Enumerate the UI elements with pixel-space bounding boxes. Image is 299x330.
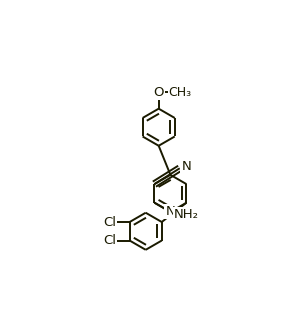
Text: Cl: Cl bbox=[103, 215, 116, 228]
Text: CH₃: CH₃ bbox=[169, 86, 192, 99]
Text: N: N bbox=[181, 160, 191, 173]
Text: NH₂: NH₂ bbox=[174, 208, 199, 221]
Text: N: N bbox=[166, 206, 175, 218]
Text: O: O bbox=[153, 86, 164, 99]
Text: Cl: Cl bbox=[103, 234, 116, 247]
